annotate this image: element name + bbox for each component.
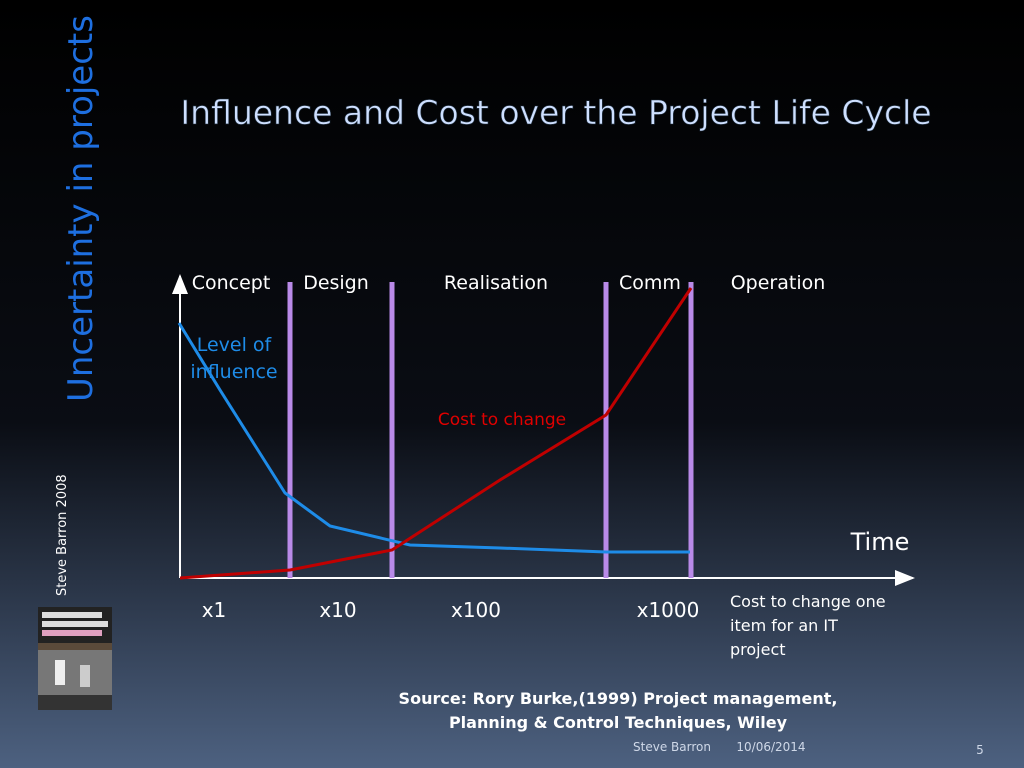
influence-label: Level of: [197, 334, 273, 356]
multiplier: x1000: [637, 598, 700, 622]
phase-label: Realisation: [444, 272, 548, 294]
phase-label: Operation: [731, 272, 826, 294]
influence-label: influence: [190, 361, 277, 383]
multiplier-note: project: [730, 640, 786, 659]
multiplier: x100: [451, 598, 501, 622]
influence-curve: [177, 322, 690, 554]
footer-page: 5: [976, 743, 984, 757]
title: Influence and Cost over the Project Life…: [180, 93, 931, 132]
chart: Concept Design Realisation Comm Operatio…: [172, 272, 915, 659]
footer-author: Steve Barron: [633, 740, 711, 754]
phase-dividers: [287, 282, 694, 578]
source: Source: Rory Burke,(1999) Project manage…: [399, 689, 838, 708]
phase-label: Concept: [192, 272, 271, 294]
phase-label: Design: [303, 272, 369, 294]
cost-label: Cost to change: [438, 410, 566, 430]
footer-date: 10/06/2014: [736, 740, 805, 754]
multiplier-note: item for an IT: [730, 616, 838, 635]
time-label: Time: [850, 528, 910, 556]
side-title: Uncertainty in projects: [61, 15, 101, 402]
book-cover: [38, 607, 112, 710]
multiplier: x1: [202, 598, 227, 622]
cost-curve: [179, 287, 693, 580]
phase-label: Comm: [619, 272, 681, 294]
source: Planning & Control Techniques, Wiley: [449, 713, 788, 732]
side-credit: Steve Barron 2008: [55, 474, 70, 596]
multiplier: x10: [319, 598, 356, 622]
multiplier-note: Cost to change one: [730, 592, 886, 611]
